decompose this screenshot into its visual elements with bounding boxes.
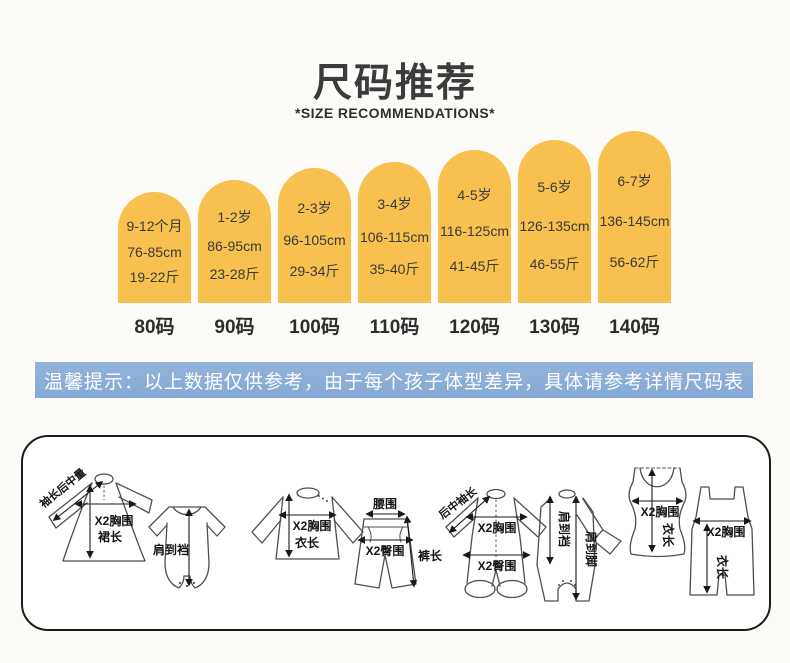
dress-collar [94,473,114,485]
snap-dot [558,584,560,586]
height-label: 136-145cm [599,213,670,229]
age-label: 2-3岁 [297,200,332,217]
notice-text: 温馨提示：以上数据仅供参考，由于每个孩子体型差异，具体请参考详情尺码表 [43,371,744,393]
romper2-diagram: 肩到裆 肩到脚 [536,489,622,602]
weight-label: 29-34斤 [289,262,340,279]
size-column-arch-120: 4-5岁 116-125cm 41-45斤 [438,150,511,303]
tank-chest-label: X2胸围 [641,504,680,519]
size-column-arch-80: 9-12个月 76-85cm 19-22斤 [118,192,191,303]
size-code-label: 140码 [609,317,660,338]
snap-dot [562,580,564,582]
size-code-label: 100码 [289,317,340,338]
snap-dot [326,500,328,502]
weight-label: 41-45斤 [449,258,500,275]
overalls-outline [689,486,755,596]
size-code-label: 120码 [449,317,500,338]
romper-collar [486,488,506,500]
romper2-shoulder-crotch-label: 肩到裆 [557,511,572,547]
measure-arrow-length [403,515,418,588]
size-code-row: 80码 90码 100码 110码 120码 130码 140码 [118,312,672,339]
weight-label: 46-55斤 [529,255,580,272]
romper-hip-label: X2臀围 [478,558,517,573]
measurement-diagram-panel: 袖长后中量 X2胸围 裙长 肩到裆 X2胸围 衣长 [21,435,771,631]
height-label: 76-85cm [127,243,182,260]
romper2-shoulder-foot-label: 肩到脚 [584,531,599,567]
dress-diagram: 袖长后中量 X2胸围 裙长 [37,465,153,562]
romper2-collar [558,489,576,499]
shirt-length-label: 衣长 [295,535,320,550]
size-code-label: 90码 [214,317,255,338]
tank-length-label: 衣长 [661,523,676,548]
footed-romper-diagram: 后中袖长 X2胸围 X2臀围 [436,483,547,599]
age-label: 4-5岁 [457,186,492,203]
snap-dot [185,584,189,588]
tank-neck-scoop [639,467,675,488]
snap-dot [570,580,572,582]
shorts-diagram: 腰围 X2臀围 裤长 [354,496,443,589]
romper2-right-sleeve [576,498,622,555]
snap-dot [322,497,324,500]
size-code-label: 80码 [134,317,175,338]
size-column-arch-110: 3-4岁 106-115cm 35-40斤 [358,162,431,303]
tank-outline [628,467,687,558]
weight-label: 19-22斤 [129,268,180,285]
overalls-length-label: 衣长 [715,555,730,580]
age-label: 6-7岁 [617,172,652,189]
size-code-label: 130码 [529,317,580,338]
romper-right-sleeve [513,497,547,538]
page-title: 尺码推荐 [312,62,477,105]
height-label: 106-115cm [359,228,429,245]
height-label: 86-95cm [207,237,262,254]
dress-right-sleeve [115,482,153,514]
snap-dot [178,581,182,585]
overalls-diagram: X2胸围 衣长 [689,486,755,596]
age-label: 9-12个月 [126,218,183,235]
shirt-diagram: X2胸围 衣长 [251,487,364,560]
bodysuit-label: 肩到裆 [153,542,189,557]
weight-label: 23-28斤 [209,265,260,282]
snap-dot [192,581,196,585]
height-label: 96-105cm [283,231,346,248]
size-code-label: 110码 [369,317,420,338]
shirt-outline [275,496,340,560]
shorts-hip-label: X2臀围 [366,543,405,558]
height-label: 126-135cm [519,217,590,234]
dress-chest-label: X2胸围 [95,513,134,528]
weight-label: 35-40斤 [369,261,420,278]
overalls-chest-label: X2胸围 [707,524,746,539]
romper-right-foot [496,579,528,599]
shirt-left-sleeve [251,496,284,544]
shorts-waist-label: 腰围 [372,496,397,511]
bodysuit-diagram: 肩到裆 [148,506,226,589]
size-column-arch-130: 5-6岁 126-135cm 46-55斤 [518,140,591,303]
age-label: 5-6岁 [537,179,572,196]
size-column-arch-90: 1-2岁 86-95cm 23-28斤 [198,180,271,303]
size-chart-arches: 9-12个月 76-85cm 19-22斤 1-2岁 86-95cm 23-28… [118,130,672,303]
size-column-arch-140: 6-7岁 136-145cm 56-62斤 [598,131,671,303]
shorts-length-label: 裤长 [418,548,443,563]
romper-chest-label: X2胸围 [478,520,517,535]
height-label: 116-125cm [439,222,509,239]
shirt-chest-label: X2胸围 [293,518,332,533]
size-column-arch-100: 2-3岁 96-105cm 29-34斤 [278,168,351,303]
snap-dot [318,495,320,497]
romper-left-foot [464,579,496,599]
notice-bar: 温馨提示：以上数据仅供参考，由于每个孩子体型差异，具体请参考详情尺码表 [35,362,753,398]
age-label: 3-4岁 [377,195,412,212]
age-label: 1-2岁 [217,209,252,226]
measurement-diagram: 袖长后中量 X2胸围 裙长 肩到裆 X2胸围 衣长 [37,465,755,602]
tank-top-diagram: X2胸围 衣长 [628,467,687,558]
dress-length-label: 裙长 [97,529,123,544]
weight-label: 56-62斤 [609,253,660,270]
romper2-outline [536,497,596,602]
shirt-collar [296,487,320,499]
page-subtitle: *SIZE RECOMMENDATIONS* [295,105,495,121]
